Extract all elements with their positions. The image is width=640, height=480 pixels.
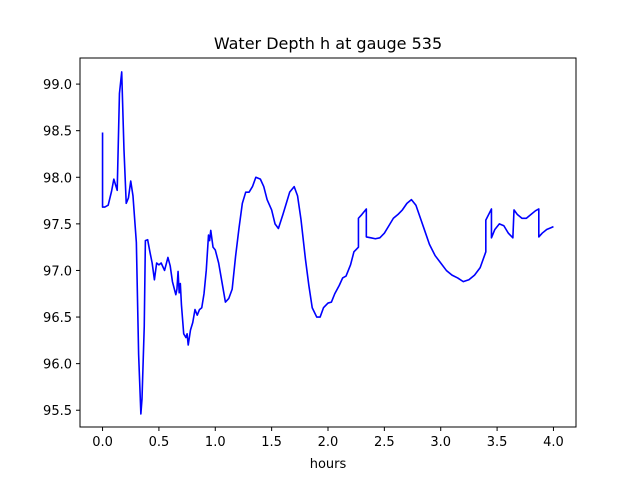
- x-tick-label: 0.0: [92, 435, 113, 450]
- chart-title: Water Depth h at gauge 535: [214, 34, 442, 53]
- x-tick-label: 0.5: [149, 435, 170, 450]
- x-tick-label: 4.0: [543, 435, 564, 450]
- x-tick-label: 1.5: [261, 435, 282, 450]
- y-tick-label: 96.0: [43, 358, 72, 373]
- y-tick-label: 97.0: [43, 264, 72, 279]
- x-tick-label: 3.0: [430, 435, 451, 450]
- x-tick-label: 2.5: [374, 435, 395, 450]
- y-axis: 95.5 96.0 96.5 97.0 97.5 98.0 98.5 99.0: [43, 78, 80, 419]
- x-tick-label: 3.5: [487, 435, 508, 450]
- y-tick-label: 98.0: [43, 171, 72, 186]
- y-tick-label: 96.5: [43, 311, 72, 326]
- x-axis: 0.0 0.5 1.0 1.5 2.0 2.5 3.0 3.5 4.0: [92, 427, 564, 450]
- x-tick-label: 1.0: [205, 435, 226, 450]
- plot-area: [101, 71, 554, 415]
- x-tick-label: 2.0: [318, 435, 339, 450]
- y-tick-label: 95.5: [43, 404, 72, 419]
- y-tick-label: 98.5: [43, 125, 72, 140]
- series-line-0: [101, 71, 554, 415]
- y-tick-label: 99.0: [43, 78, 72, 93]
- x-axis-label: hours: [310, 457, 347, 472]
- y-tick-label: 97.5: [43, 218, 72, 233]
